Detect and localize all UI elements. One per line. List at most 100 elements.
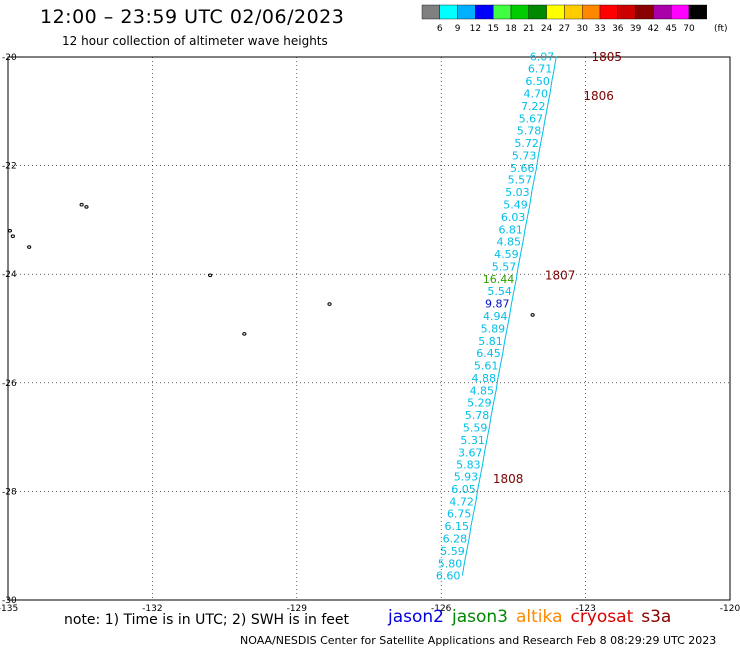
lon-tick-label: -123 xyxy=(575,604,595,614)
satellite-legend: jason2 jason3 altika cryosat s3a xyxy=(388,607,679,627)
lat-tick-label: -24 xyxy=(2,270,17,280)
map-title: 12:00 – 23:59 UTC 02/06/2023 xyxy=(40,6,345,28)
colorbar-swatch xyxy=(688,4,707,20)
wave-height-label: 6.81 xyxy=(498,224,523,237)
wave-height-label: 4.70 xyxy=(523,87,548,100)
colorbar-tick-label: 36 xyxy=(612,24,624,34)
wave-height-label: 4.88 xyxy=(471,372,496,385)
colorbar-swatch xyxy=(546,4,565,20)
colorbar-swatch xyxy=(635,4,654,20)
colorbar-tick-label: 42 xyxy=(648,24,659,34)
wave-height-label: 5.66 xyxy=(510,162,535,175)
satellite-track: 6.076.716.504.707.225.675.785.725.735.66… xyxy=(436,50,557,583)
lon-tick-label: -126 xyxy=(431,604,452,614)
time-label: 1805 xyxy=(592,50,623,64)
colorbar-swatch xyxy=(439,4,458,20)
lon-tick-label: -120 xyxy=(720,604,740,614)
lat-tick-label: -26 xyxy=(2,379,17,389)
wave-height-label: 6.50 xyxy=(525,75,550,88)
wave-height-label: 5.61 xyxy=(474,359,499,372)
wave-height-label: 5.89 xyxy=(481,323,506,336)
colorbar-tick-label: 12 xyxy=(470,24,481,34)
lat-tick-label: -22 xyxy=(2,162,17,172)
islands xyxy=(7,202,535,336)
map-frame xyxy=(7,56,731,601)
wave-height-label: 7.22 xyxy=(521,100,546,113)
island-outline xyxy=(84,205,89,209)
lat-tick-label: -28 xyxy=(2,487,17,497)
time-label: 1807 xyxy=(545,268,576,282)
island-outline xyxy=(208,273,213,278)
wave-height-label: 5.59 xyxy=(463,421,488,434)
colorbar-swatch xyxy=(617,4,636,20)
colorbar-swatch xyxy=(421,4,440,20)
time-labels: 1805 1806 1807 1808 xyxy=(493,50,622,486)
colorbar-tick-label: 45 xyxy=(665,24,676,34)
wave-height-label: 4.94 xyxy=(483,310,508,323)
time-label: 1808 xyxy=(493,472,524,486)
color-legend: 6 9 12 15 18 21 24 27 30 33 36 39 42 45 70 (ft) xyxy=(421,4,728,34)
colorbar-swatch xyxy=(564,4,583,20)
credit-line: NOAA/NESDIS Center for Satellite Applica… xyxy=(240,634,717,647)
island-outline xyxy=(530,313,535,317)
wave-height-label: 6.07 xyxy=(530,50,555,63)
wave-height-label: 5.49 xyxy=(503,199,528,212)
wave-height-label: 6.71 xyxy=(528,62,553,75)
track-line xyxy=(461,56,557,576)
wave-height-label: 6.75 xyxy=(447,508,472,521)
colorbar-swatch xyxy=(457,4,476,20)
colorbar-tick-label: 21 xyxy=(523,24,534,34)
time-label: 1806 xyxy=(583,89,614,103)
wave-height-label: 6.03 xyxy=(501,211,526,224)
wave-height-label: 6.05 xyxy=(451,483,476,496)
island-outline xyxy=(79,202,84,207)
wave-height-label: 4.72 xyxy=(449,496,474,509)
colorbar-swatch xyxy=(582,4,601,20)
colorbar-tick-label: 9 xyxy=(455,24,461,34)
satellite-jason3: jason3 xyxy=(452,607,508,627)
wave-height-label: 5.67 xyxy=(519,112,544,125)
colorbar-swatch xyxy=(510,4,529,20)
wave-height-label: 5.57 xyxy=(492,261,517,274)
wave-height-label: 3.67 xyxy=(458,446,483,459)
colorbar-tick-label: 15 xyxy=(487,24,498,34)
island-outline xyxy=(327,302,332,306)
wave-height-label: 9.87 xyxy=(485,298,510,311)
colorbar-tick-label: 6 xyxy=(437,24,443,34)
colorbar-tick-label: 18 xyxy=(505,24,517,34)
colorbar-tick-label: 30 xyxy=(576,24,588,34)
wave-height-label: 16.44 xyxy=(483,273,515,286)
colorbar-swatch xyxy=(475,4,494,20)
lon-tick-label: -135 xyxy=(0,604,18,614)
colorbar-tick-label: 70 xyxy=(683,24,695,34)
island-outline xyxy=(7,228,13,233)
colorbar-swatch xyxy=(528,4,547,20)
wave-height-label: 5.80 xyxy=(438,558,463,571)
wave-height-label: 6.60 xyxy=(436,570,461,583)
wave-height-label: 5.78 xyxy=(465,409,490,422)
units-note: note: 1) Time is in UTC; 2) SWH is in fe… xyxy=(64,612,350,628)
wave-height-label: 5.57 xyxy=(508,174,533,187)
satellite-s3a: s3a xyxy=(641,607,672,627)
wave-height-label: 5.31 xyxy=(460,434,485,447)
wave-height-label: 5.83 xyxy=(456,458,481,471)
colorbar-tick-label: 39 xyxy=(630,24,642,34)
colorbar-tick-label: 24 xyxy=(541,24,553,34)
island-outline xyxy=(27,245,32,249)
lon-tick-label: -132 xyxy=(142,604,162,614)
wave-height-label: 4.59 xyxy=(494,248,519,261)
colorbar-swatch xyxy=(493,4,512,20)
wave-height-label: 4.85 xyxy=(470,384,495,397)
lon-tick-label: -129 xyxy=(287,604,308,614)
wave-height-label: 5.03 xyxy=(505,186,530,199)
satellite-altika: altika xyxy=(516,607,563,627)
wave-height-label: 5.73 xyxy=(512,149,537,162)
wave-height-label: 5.59 xyxy=(440,545,465,558)
map-subtitle: 12 hour collection of altimeter wave hei… xyxy=(62,34,328,48)
wave-height-label: 6.28 xyxy=(443,533,468,546)
colorbar-swatch xyxy=(653,4,672,20)
colorbar-tick-label: 27 xyxy=(559,24,570,34)
island-outline xyxy=(10,234,15,238)
satellite-jason2: jason2 xyxy=(388,607,444,627)
